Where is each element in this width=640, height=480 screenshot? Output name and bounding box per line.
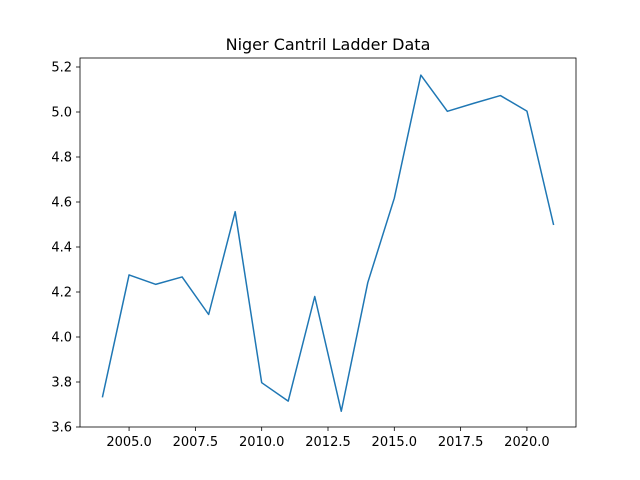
series-line-0 [101, 74, 555, 412]
x-tick-label: 2007.5 [173, 435, 219, 450]
y-tick-label: 5.0 [51, 106, 72, 121]
y-tick-label: 4.6 [51, 196, 72, 211]
y-tick-label: 4.4 [51, 241, 72, 256]
y-tick-label: 5.2 [51, 61, 72, 76]
x-tick-label: 2012.5 [305, 435, 351, 450]
plot-area [80, 58, 576, 427]
x-tick-label: 2010.0 [239, 435, 285, 450]
y-tick-label: 4.0 [51, 331, 72, 346]
y-tick-label: 4.8 [51, 151, 72, 166]
axes: 2005.0 2007.5 2010.0 2012.5 2015.0 2017.5 2020… [51, 57, 577, 450]
y-tick-label: 3.8 [51, 376, 72, 391]
y-tick-label: 3.6 [51, 421, 72, 436]
x-tick-label: 2017.5 [438, 435, 484, 450]
series-layer [101, 74, 555, 412]
x-tick-label: 2020.0 [504, 435, 550, 450]
y-tick-label: 4.2 [51, 286, 72, 301]
x-tick-label: 2015.0 [372, 435, 418, 450]
x-tick-label: 2005.0 [106, 435, 152, 450]
plot-background [80, 58, 576, 427]
chart-title: Niger Cantril Ladder Data [226, 35, 431, 54]
